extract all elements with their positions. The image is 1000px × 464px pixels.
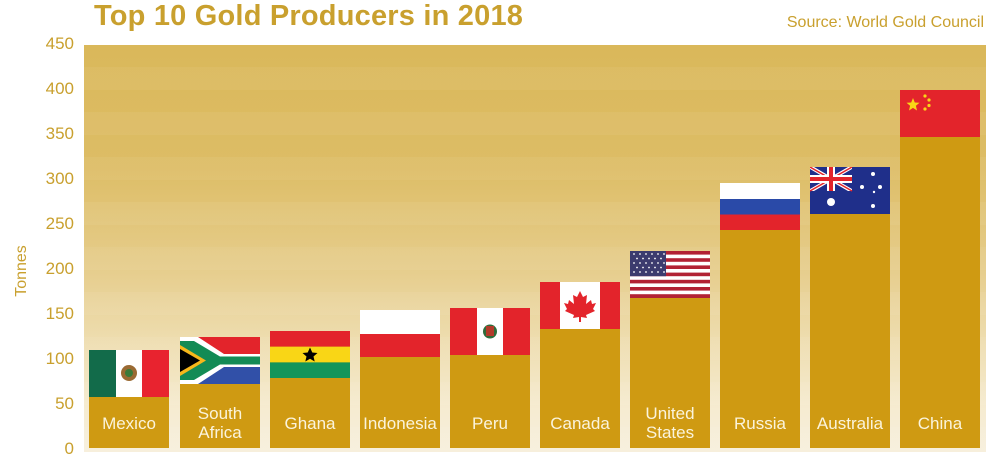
flag-ghana-icon bbox=[270, 331, 350, 378]
bar-mexico[interactable]: Mexico bbox=[89, 350, 169, 448]
flag-united-states-icon bbox=[630, 251, 710, 298]
y-tick: 50 bbox=[55, 394, 74, 413]
flag-canada-icon bbox=[540, 282, 620, 329]
bar-australia[interactable]: Australia bbox=[810, 167, 890, 448]
bar-label: Australia bbox=[816, 413, 884, 433]
y-tick: 450 bbox=[45, 34, 74, 53]
bar-label: Mexico bbox=[102, 413, 156, 433]
bar-russia[interactable]: Russia bbox=[720, 183, 800, 448]
flag-china-icon bbox=[900, 90, 980, 137]
bar-label: Peru bbox=[472, 413, 508, 433]
bar-label: Indonesia bbox=[363, 413, 437, 433]
y-tick: 300 bbox=[45, 169, 74, 188]
flag-peru-icon bbox=[450, 308, 530, 355]
y-tick: 250 bbox=[45, 214, 74, 233]
y-tick: 150 bbox=[45, 304, 74, 323]
flag-south-africa-icon bbox=[180, 337, 260, 384]
bar-china[interactable]: China bbox=[900, 90, 980, 448]
bar-label: South Africa bbox=[197, 404, 243, 442]
y-tick: 400 bbox=[45, 79, 74, 98]
y-tick: 100 bbox=[45, 349, 74, 368]
bar-label: United States bbox=[645, 404, 695, 442]
y-tick: 200 bbox=[45, 259, 74, 278]
bar-label: Russia bbox=[734, 413, 786, 433]
bar-label: Canada bbox=[550, 413, 610, 433]
flag-indonesia-icon bbox=[360, 310, 440, 357]
flag-mexico-icon bbox=[89, 350, 169, 397]
bar-south-africa[interactable]: South Africa bbox=[180, 337, 260, 448]
bar-label: Ghana bbox=[284, 413, 336, 433]
y-tick: 0 bbox=[64, 439, 74, 458]
chart-title: Top 10 Gold Producers in 2018 bbox=[94, 0, 524, 32]
bar-label: China bbox=[917, 413, 963, 433]
bar-indonesia[interactable]: Indonesia bbox=[360, 310, 440, 448]
flag-russia-icon bbox=[720, 183, 800, 230]
chart-source: Source: World Gold Council bbox=[786, 14, 984, 31]
bar-canada[interactable]: Canada bbox=[540, 282, 620, 448]
y-tick: 350 bbox=[45, 124, 74, 143]
bar-united-states[interactable]: United States bbox=[630, 251, 710, 448]
bar-ghana[interactable]: Ghana bbox=[270, 331, 350, 448]
bar-peru[interactable]: Peru bbox=[450, 308, 530, 448]
flag-australia-icon bbox=[810, 167, 890, 214]
